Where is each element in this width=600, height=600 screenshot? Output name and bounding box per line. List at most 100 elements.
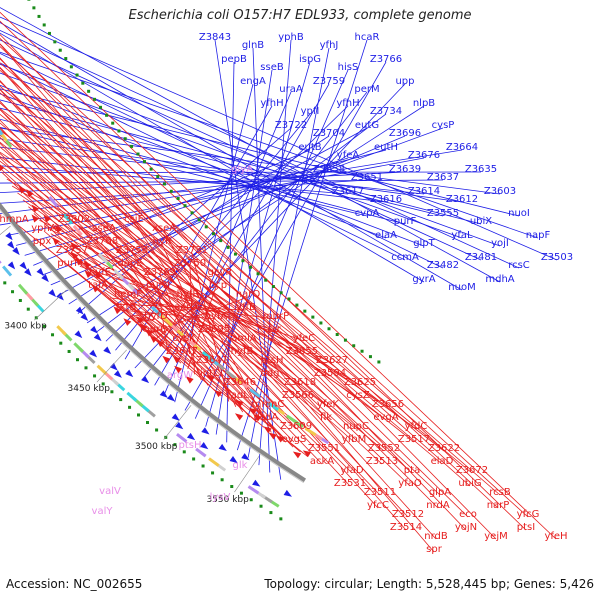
forward-leader-line [0, 32, 425, 283]
forward-gene-label: Z3481 [465, 252, 497, 263]
tick-dot [182, 450, 186, 454]
tick-dot [67, 349, 71, 353]
forward-gene-arrow [109, 362, 118, 371]
reverse-gene-label: Z3625 [344, 377, 376, 388]
tick-dot [93, 374, 97, 378]
reverse-gene-label: yfbM [342, 434, 366, 445]
forward-gene-label: ispG [299, 54, 321, 65]
forward-gene-label: ypfI [301, 106, 320, 117]
tick-dot [76, 358, 80, 362]
forward-gene-arrow [252, 479, 261, 487]
forward-gene-label: Z3503 [541, 252, 573, 263]
tick-dot [149, 167, 153, 171]
feature-block [225, 369, 237, 380]
tick-dot [249, 498, 253, 502]
reverse-gene-label: yfeK [317, 399, 340, 410]
forward-leader-line [0, 93, 387, 239]
forward-leader-line [0, 53, 444, 269]
forward-leader-line [0, 138, 463, 203]
reverse-gene-label: Z3655 [286, 346, 318, 357]
forward-gene-label: Z3766 [370, 54, 402, 65]
forward-gene-arrow [48, 289, 57, 298]
forward-gene-label: yfhH [260, 98, 283, 109]
tick-dot [18, 298, 22, 302]
forward-gene-arrow [24, 268, 32, 277]
reverse-gene-arrow [43, 214, 51, 223]
forward-gene-label: yphB [278, 32, 304, 43]
reverse-gene-label: yffB [236, 302, 256, 313]
forward-leader-line [50, 135, 406, 286]
reverse-leader-line [71, 252, 258, 423]
forward-leader-line [124, 105, 273, 360]
reverse-gene-label: Z3618 [284, 377, 316, 388]
tick-dot [136, 413, 140, 417]
forward-gene-label: yojI [491, 238, 509, 249]
forward-gene-label: Z3603 [484, 186, 516, 197]
feature-block [113, 269, 124, 280]
reverse-gene-label: nrdA [426, 500, 450, 511]
reverse-gene-label: hyfD [144, 311, 168, 322]
reverse-gene-arrow [54, 224, 63, 233]
reverse-leader-line [91, 278, 215, 333]
forward-gene-label: ccmA [391, 252, 419, 263]
reverse-gene-arrow [70, 241, 78, 250]
reverse-leader-line [0, 142, 295, 443]
tick-dot [84, 366, 88, 370]
reverse-gene-arrow [84, 270, 93, 278]
reverse-gene-label: yfdC [405, 421, 428, 432]
reverse-gene-arrow [214, 389, 223, 398]
tick-dot [279, 291, 283, 295]
forward-gene-arrow [200, 442, 209, 450]
tick-dot [27, 0, 31, 1]
reverse-gene-label: ubiG [458, 478, 481, 489]
reverse-gene-arrow [75, 257, 84, 266]
reverse-gene-label: yejM [484, 531, 507, 542]
forward-gene-label: engA [240, 76, 266, 87]
forward-gene-label: elaA [375, 230, 397, 241]
reverse-gene-arrow [139, 323, 148, 332]
reverse-leader-line [0, 43, 435, 553]
reverse-gene-label: intC [200, 368, 220, 379]
tick-dot [58, 48, 62, 52]
tick-dot [192, 457, 196, 461]
tick-dot [59, 341, 63, 345]
reverse-gene-label: fadL [227, 390, 249, 401]
reverse-gene-arrow [83, 260, 92, 269]
tick-dot [176, 197, 180, 201]
reverse-gene-label: hyfB [231, 346, 254, 357]
reverse-gene-label: crr [267, 324, 281, 335]
tick-dot [239, 491, 243, 495]
tick-dot [197, 218, 201, 222]
reverse-gene-label: yphA [31, 223, 57, 234]
forward-gene-label: eutG [355, 120, 379, 131]
reverse-leader-line [163, 230, 272, 433]
forward-leader-line [194, 69, 349, 419]
forward-gene-label: Z3696 [389, 128, 421, 139]
reverse-gene-label: spr [426, 544, 443, 555]
reverse-gene-label: hemF [114, 289, 142, 300]
reverse-gene-arrow [172, 355, 181, 364]
tick-dot [259, 504, 263, 508]
reverse-gene-label: ddg [260, 368, 279, 379]
reverse-gene-label: hyfE [89, 267, 111, 278]
reverse-leader-line [0, 20, 527, 531]
feature-block [97, 252, 109, 264]
reverse-gene-arrow [253, 414, 262, 422]
forward-gene-label: nuoI [508, 208, 530, 219]
forward-gene-arrow [186, 432, 196, 441]
feature-block [285, 414, 298, 424]
forward-gene-arrow [19, 261, 28, 270]
reverse-gene-arrow [31, 204, 39, 213]
forward-leader-line [0, 16, 558, 261]
rna-gene-label: lysV [210, 492, 231, 503]
rna-gene-label: glyA [231, 164, 253, 175]
tick-dot [271, 285, 275, 289]
tick-dot [377, 360, 381, 364]
forward-leader-line [0, 99, 482, 225]
reverse-leader-line [0, 88, 411, 487]
reverse-gene-arrow [174, 365, 183, 374]
feature-block [73, 342, 84, 353]
forward-leader-line [205, 61, 311, 427]
reverse-gene-label: Z3514 [390, 522, 422, 533]
